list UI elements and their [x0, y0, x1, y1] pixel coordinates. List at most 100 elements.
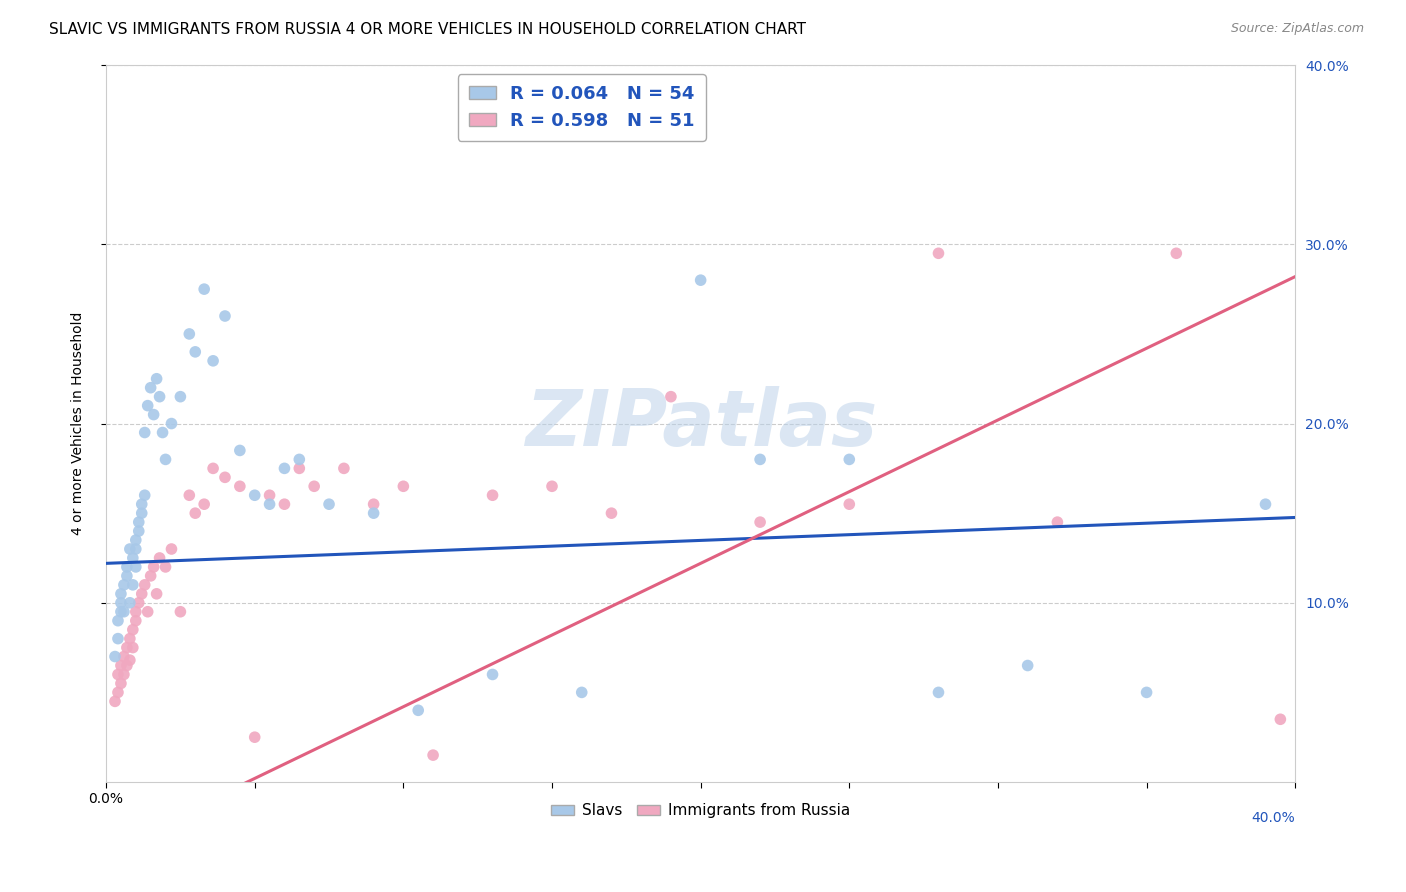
Text: Source: ZipAtlas.com: Source: ZipAtlas.com: [1230, 22, 1364, 36]
Point: [259, 497, 281, 511]
Point: [1254, 497, 1277, 511]
Point: [288, 452, 311, 467]
Point: [104, 694, 127, 708]
Point: [333, 461, 356, 475]
Point: [202, 461, 225, 475]
Point: [273, 497, 295, 511]
Point: [927, 246, 949, 260]
Point: [125, 533, 148, 547]
Point: [110, 587, 132, 601]
Point: [229, 443, 252, 458]
Point: [115, 640, 138, 655]
Point: [160, 417, 183, 431]
Point: [136, 605, 159, 619]
Point: [125, 605, 148, 619]
Point: [481, 667, 503, 681]
Point: [128, 524, 150, 538]
Point: [134, 578, 156, 592]
Point: [541, 479, 564, 493]
Point: [142, 408, 165, 422]
Point: [169, 605, 191, 619]
Point: [659, 390, 682, 404]
Point: [152, 425, 174, 440]
Point: [149, 390, 172, 404]
Point: [128, 515, 150, 529]
Point: [110, 605, 132, 619]
Point: [193, 282, 215, 296]
Point: [145, 587, 167, 601]
Point: [179, 488, 201, 502]
Point: [107, 667, 129, 681]
Point: [115, 569, 138, 583]
Point: [107, 632, 129, 646]
Point: [112, 649, 135, 664]
Point: [131, 587, 153, 601]
Point: [110, 676, 132, 690]
Point: [363, 497, 385, 511]
Point: [689, 273, 711, 287]
Point: [121, 623, 143, 637]
Point: [125, 560, 148, 574]
Point: [155, 560, 177, 574]
Point: [214, 309, 236, 323]
Point: [110, 658, 132, 673]
Text: SLAVIC VS IMMIGRANTS FROM RUSSIA 4 OR MORE VEHICLES IN HOUSEHOLD CORRELATION CHA: SLAVIC VS IMMIGRANTS FROM RUSSIA 4 OR MO…: [49, 22, 806, 37]
Point: [243, 730, 266, 744]
Point: [149, 551, 172, 566]
Point: [134, 488, 156, 502]
Point: [202, 354, 225, 368]
Point: [139, 569, 162, 583]
Point: [179, 326, 201, 341]
Point: [118, 541, 141, 556]
Point: [259, 488, 281, 502]
Point: [121, 551, 143, 566]
Point: [160, 541, 183, 556]
Point: [131, 497, 153, 511]
Point: [318, 497, 340, 511]
Point: [107, 685, 129, 699]
Point: [118, 653, 141, 667]
Point: [121, 640, 143, 655]
Point: [134, 425, 156, 440]
Point: [363, 506, 385, 520]
Point: [142, 560, 165, 574]
Point: [214, 470, 236, 484]
Point: [169, 390, 191, 404]
Text: 40.0%: 40.0%: [1251, 811, 1295, 825]
Point: [112, 605, 135, 619]
Point: [422, 748, 444, 763]
Point: [136, 399, 159, 413]
Legend: Slavs, Immigrants from Russia: Slavs, Immigrants from Russia: [546, 797, 856, 824]
Point: [229, 479, 252, 493]
Point: [128, 596, 150, 610]
Point: [155, 452, 177, 467]
Point: [1046, 515, 1069, 529]
Point: [392, 479, 415, 493]
Y-axis label: 4 or more Vehicles in Household: 4 or more Vehicles in Household: [72, 312, 86, 535]
Point: [927, 685, 949, 699]
Point: [288, 461, 311, 475]
Point: [139, 381, 162, 395]
Point: [104, 649, 127, 664]
Point: [125, 541, 148, 556]
Point: [1270, 712, 1292, 726]
Point: [838, 497, 860, 511]
Point: [118, 632, 141, 646]
Point: [125, 614, 148, 628]
Point: [838, 452, 860, 467]
Point: [107, 614, 129, 628]
Point: [115, 560, 138, 574]
Text: ZIPatlas: ZIPatlas: [524, 385, 877, 461]
Point: [243, 488, 266, 502]
Point: [112, 667, 135, 681]
Point: [600, 506, 623, 520]
Point: [115, 658, 138, 673]
Point: [112, 578, 135, 592]
Point: [1135, 685, 1157, 699]
Point: [749, 452, 772, 467]
Point: [110, 596, 132, 610]
Point: [131, 506, 153, 520]
Point: [273, 461, 295, 475]
Point: [749, 515, 772, 529]
Point: [302, 479, 325, 493]
